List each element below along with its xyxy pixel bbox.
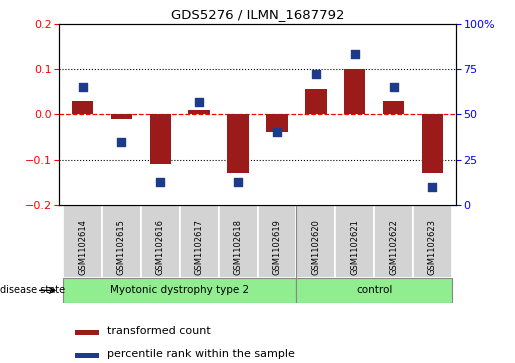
Point: [156, 179, 164, 184]
Bar: [188, 110, 210, 114]
Text: GSM1102622: GSM1102622: [389, 219, 398, 275]
Bar: [383, 101, 404, 114]
Text: GSM1102616: GSM1102616: [156, 219, 165, 275]
Text: GSM1102620: GSM1102620: [311, 219, 320, 275]
Bar: [296, 278, 452, 303]
Bar: [422, 114, 443, 173]
Text: percentile rank within the sample: percentile rank within the sample: [107, 349, 295, 359]
Text: Myotonic dystrophy type 2: Myotonic dystrophy type 2: [110, 285, 249, 295]
Bar: [141, 205, 180, 278]
Bar: [111, 114, 132, 119]
Bar: [102, 205, 141, 278]
Point: [351, 52, 359, 57]
Point: [117, 139, 126, 144]
Bar: [180, 205, 219, 278]
Point: [389, 84, 398, 90]
Text: control: control: [356, 285, 392, 295]
Bar: [63, 278, 296, 303]
Bar: [413, 205, 452, 278]
Bar: [374, 205, 413, 278]
Text: GSM1102614: GSM1102614: [78, 219, 87, 275]
Bar: [296, 205, 335, 278]
Point: [312, 72, 320, 77]
Bar: [63, 205, 102, 278]
Bar: [335, 205, 374, 278]
Bar: [266, 114, 288, 132]
Text: GSM1102621: GSM1102621: [350, 219, 359, 275]
Title: GDS5276 / ILMN_1687792: GDS5276 / ILMN_1687792: [171, 8, 344, 21]
Bar: [305, 89, 327, 114]
Text: transformed count: transformed count: [107, 326, 211, 337]
Bar: [72, 101, 93, 114]
Bar: [258, 205, 296, 278]
Point: [78, 84, 87, 90]
Text: GSM1102617: GSM1102617: [195, 219, 204, 275]
Text: GSM1102618: GSM1102618: [234, 219, 243, 275]
Bar: [344, 69, 365, 114]
Text: GSM1102619: GSM1102619: [272, 219, 281, 275]
Bar: [219, 205, 258, 278]
Point: [428, 184, 437, 190]
Point: [273, 130, 281, 135]
Bar: [150, 114, 171, 164]
Text: GSM1102623: GSM1102623: [428, 219, 437, 275]
Text: GSM1102615: GSM1102615: [117, 219, 126, 275]
Bar: [227, 114, 249, 173]
Point: [234, 179, 242, 184]
Bar: [75, 353, 99, 358]
Bar: [75, 330, 99, 335]
Text: disease state: disease state: [0, 285, 65, 295]
Point: [195, 99, 203, 105]
